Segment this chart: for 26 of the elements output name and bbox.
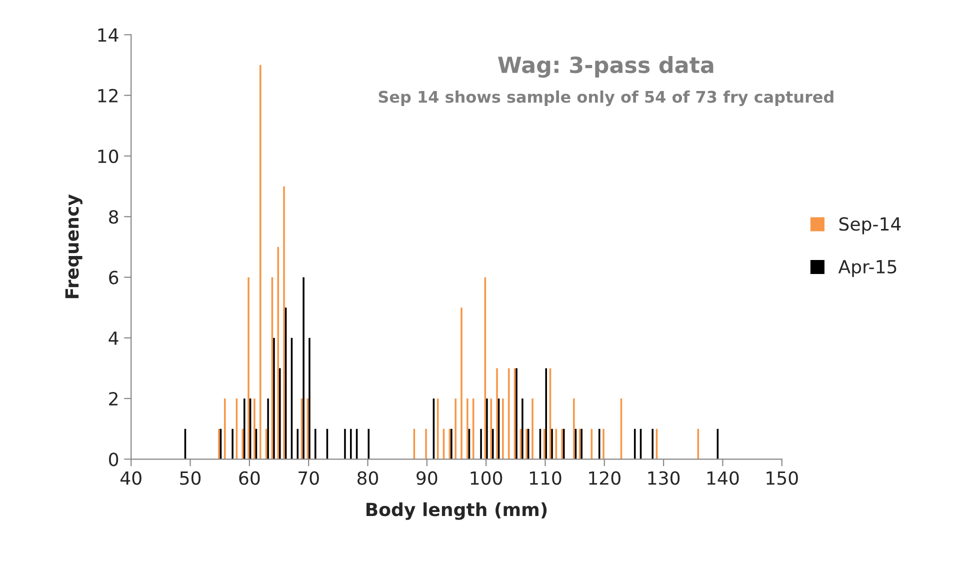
legend-label: Sep-14 [839, 217, 901, 234]
x-tick-label: 100 [470, 471, 502, 485]
legend-label: Apr-15 [838, 260, 896, 278]
y-tick-label: 14 [98, 28, 118, 42]
y-tick-label: 4 [108, 332, 118, 345]
y-tick-label: 8 [109, 210, 118, 224]
x-tick-label: 40 [120, 471, 142, 485]
y-tick-label: 12 [98, 88, 118, 102]
text: Sep 14 shows sample only of 54 of 73 fry captured [378, 90, 834, 106]
y-tick-label: 0 [109, 452, 118, 466]
y-tick-label: 2 [109, 392, 118, 406]
y-tick-label: 6 [109, 270, 118, 284]
x-tick-label: 120 [589, 471, 620, 485]
text: Wag: 3-pass data [498, 56, 714, 78]
x-tick-label: 70 [298, 471, 319, 485]
x-tick-label: 90 [416, 471, 438, 485]
x-tick-label: 50 [180, 471, 201, 485]
y-tick-label: 10 [98, 149, 118, 164]
x-tick-label: 60 [239, 471, 260, 485]
x-tick-label: 150 [766, 471, 798, 485]
y-axis-title: Frequency [65, 194, 82, 298]
x-tick-label: 130 [648, 471, 680, 485]
x-tick-label: 80 [357, 471, 378, 485]
x-tick-label: 140 [707, 471, 739, 485]
x-axis-title: Body length (mm) [366, 502, 547, 520]
x-tick-label: 110 [530, 471, 562, 485]
